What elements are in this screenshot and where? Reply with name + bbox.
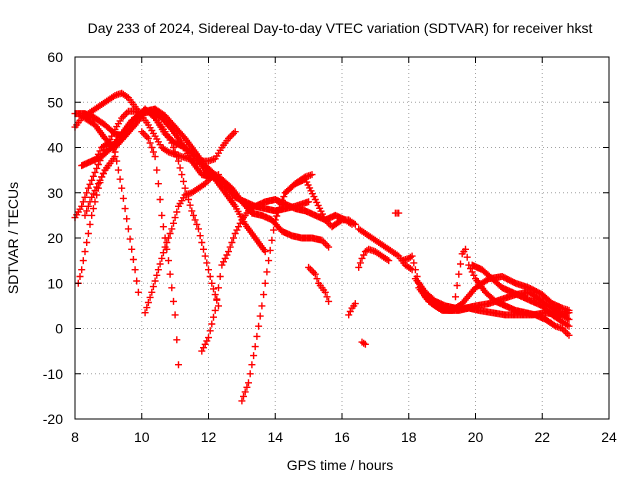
y-tick-label: 0 [55,321,63,337]
x-tick-label: 22 [534,429,550,445]
plus-markers [81,153,119,219]
x-tick-label: 20 [468,429,484,445]
series-track-k [154,119,222,310]
x-tick-label: 24 [601,429,617,445]
plus-markers [198,196,356,355]
series-track-f [91,139,142,296]
series-track-j [138,128,182,369]
series-track-p [345,300,359,319]
plus-markers [355,225,416,274]
x-tick-label: 18 [401,429,417,445]
x-tick-label: 10 [134,429,150,445]
x-tick-label: 12 [201,429,217,445]
y-tick-label: 30 [47,185,63,201]
series-track-t [391,209,403,217]
y-tick-label: 20 [47,230,63,246]
series-track-l [198,196,356,355]
series-track-r [355,225,416,274]
y-axis-label: SDTVAR / TECUs [5,182,21,294]
series-track-q [355,245,393,271]
y-tick-label: 40 [47,140,63,156]
plus-markers [281,175,359,231]
x-axis-ticks: 8 10 12 14 16 18 20 22 24 [71,57,617,445]
plus-markers [358,338,369,348]
plus-markers [138,128,182,369]
plus-markers [355,245,393,271]
series-track-h [81,153,119,219]
y-tick-label: 10 [47,275,63,291]
y-tick-label: -10 [43,366,63,382]
series-track-n [281,175,359,231]
series-track-y [468,261,573,330]
plus-markers [468,261,573,330]
plus-markers [391,209,403,217]
series-track-o [305,263,333,305]
x-tick-label: 8 [71,429,79,445]
x-axis-label: GPS time / hours [287,457,394,473]
x-tick-label: 14 [267,429,283,445]
y-tick-label: -20 [43,411,63,427]
plus-markers [91,139,142,296]
plus-markers [154,119,222,310]
chart-title: Day 233 of 2024, Sidereal Day-to-day VTE… [88,20,593,36]
plus-markers [345,300,359,319]
y-axis-ticks: -20 -10 0 10 20 30 40 50 60 [43,49,609,427]
y-tick-label: 50 [47,94,63,110]
plus-markers [305,263,333,305]
y-tick-label: 60 [47,49,63,65]
x-tick-label: 16 [334,429,350,445]
series-track-s [358,338,369,348]
